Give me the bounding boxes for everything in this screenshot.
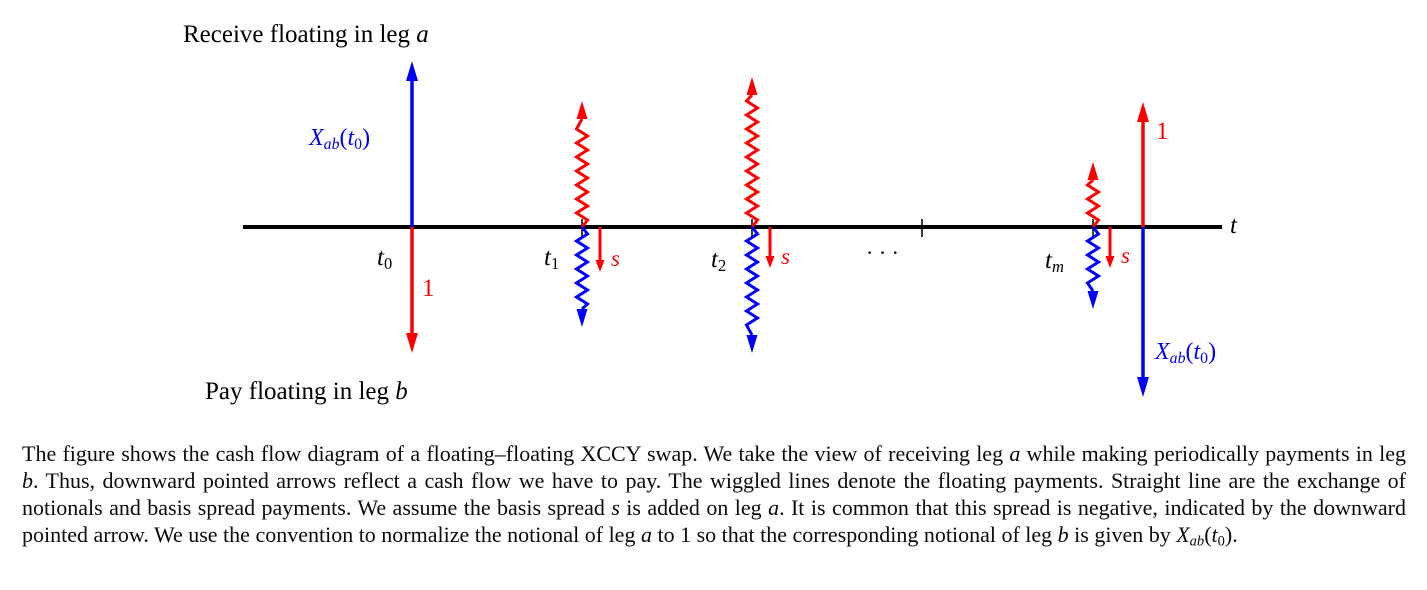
diagram-labels: Receive floating in leg a Pay floating in… [183,21,1237,405]
spread-pay-t1-arrow-head [595,260,605,272]
time-label-t0: t0 [377,244,393,274]
notional-xab-label-end: Xab(t0) [1155,339,1217,367]
spread-label-tm: s [1121,243,1130,268]
floating-receive-t2-arrow-head [746,77,758,95]
notional-xab-label-t0: Xab(t0) [309,125,371,153]
spread-label-t2: s [781,244,790,269]
floating-receive-t1-arrow-head [576,101,588,119]
floating-receive-t1-arrow [573,118,591,228]
receive-leg-a-label: Receive floating in leg a [183,21,429,48]
cashflow-diagram-svg [243,61,1222,397]
notional-one-label-t0: 1 [422,275,435,302]
floating-pay-t1-arrow [573,226,591,311]
spread-label-t1: s [611,246,620,271]
ellipsis-label: · · · [866,240,899,265]
notional-pay-end-arrow-head [1137,377,1149,397]
floating-pay-tm-arrow-head [1087,291,1099,309]
floating-pay-t2-arrow [743,226,761,336]
spread-pay-tm-arrow-head [1105,256,1115,268]
pay-leg-b-label: Pay floating in leg b [205,378,408,405]
time-axis-label: t [1230,212,1237,239]
floating-receive-tm-arrow [1084,178,1102,228]
floating-pay-t1-arrow-head [576,309,588,327]
notional-one-label-end: 1 [1156,118,1169,145]
figure-caption: The figure shows the cash flow diagram o… [22,441,1406,550]
time-label-t2: t2 [711,246,727,276]
spread-pay-t2-arrow-head [765,256,775,268]
floating-receive-t2-arrow [743,93,761,228]
notional-receive-t0-arrow-head [406,61,418,81]
time-label-t1: t1 [544,244,560,274]
floating-pay-tm-arrow [1084,226,1102,292]
notional-receive-end-arrow-head [1137,102,1149,122]
notional-pay-t0-arrow-head [406,333,418,353]
floating-pay-t2-arrow-head [746,335,758,353]
floating-receive-tm-arrow-head [1087,162,1099,180]
time-label-tm: tm [1045,247,1064,277]
